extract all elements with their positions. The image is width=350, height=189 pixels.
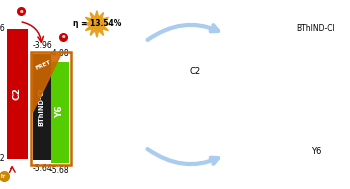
Bar <box>33 54 51 160</box>
Bar <box>7 29 28 159</box>
Text: e: e <box>61 34 65 39</box>
Text: h⁺: h⁺ <box>1 174 7 179</box>
Text: C2: C2 <box>190 67 201 76</box>
Text: -5.68: -5.68 <box>49 166 69 175</box>
Text: Y6: Y6 <box>56 106 64 119</box>
FancyArrowPatch shape <box>147 149 218 164</box>
Text: -5.64: -5.64 <box>33 164 53 173</box>
Bar <box>51 62 69 163</box>
Text: e: e <box>20 9 23 14</box>
Text: Y6: Y6 <box>311 147 321 156</box>
FancyArrowPatch shape <box>147 25 218 40</box>
Text: C2: C2 <box>13 88 22 100</box>
Bar <box>31 52 71 165</box>
Polygon shape <box>33 54 61 112</box>
Text: BThIND-Cl: BThIND-Cl <box>39 88 45 126</box>
Text: BThIND-Cl: BThIND-Cl <box>296 24 335 33</box>
Text: FRET: FRET <box>35 60 52 71</box>
Text: -4.08: -4.08 <box>49 49 69 58</box>
Polygon shape <box>84 11 110 37</box>
Text: -3.96: -3.96 <box>33 41 53 50</box>
Text: -5.62: -5.62 <box>0 154 6 163</box>
Text: η = 13.54%: η = 13.54% <box>73 19 121 28</box>
Text: -3.56: -3.56 <box>0 25 6 33</box>
